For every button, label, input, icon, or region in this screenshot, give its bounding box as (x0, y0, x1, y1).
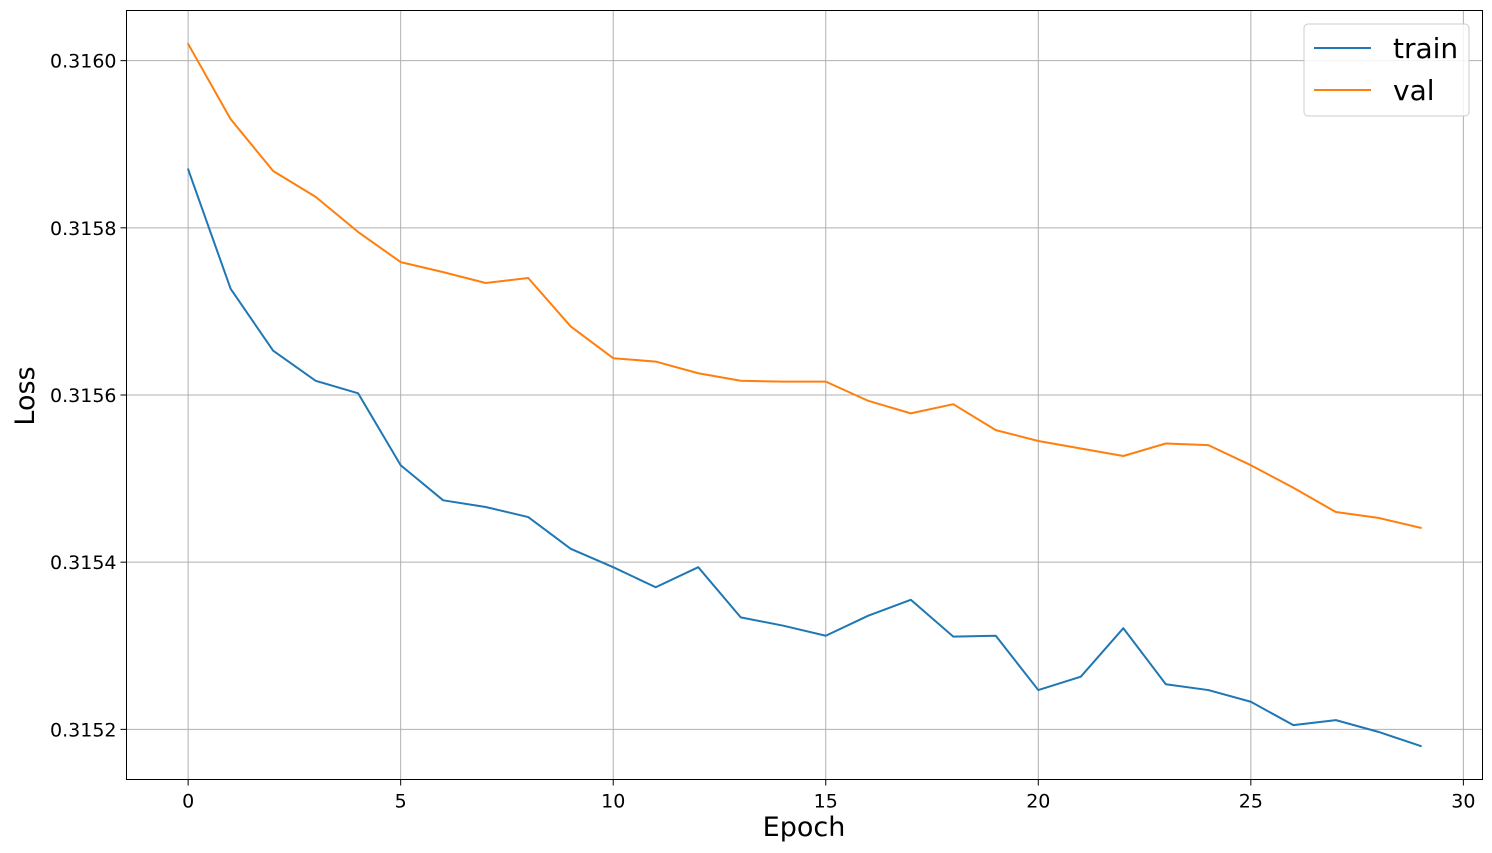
x-tick-label: 20 (1026, 791, 1050, 813)
y-axis-label: Loss (10, 366, 41, 425)
x-tick-label: 10 (601, 791, 625, 813)
series-lines (187, 42, 1422, 748)
legend-label-val: val (1393, 74, 1435, 107)
x-tick-label: 25 (1239, 791, 1263, 813)
grid (126, 10, 1483, 780)
legend: train val (1303, 23, 1470, 117)
axis-ticks: 0 5 10 15 20 25 30 0.3152 0.3154 0.3156 0.3158 0.31… (50, 51, 1475, 813)
legend-label-train: train (1393, 32, 1458, 65)
y-tick-label: 0.3160 (50, 51, 116, 73)
x-axis-label: Epoch (763, 812, 846, 843)
y-tick-label: 0.3158 (50, 218, 116, 240)
y-tick-label: 0.3156 (50, 385, 116, 407)
x-tick-label: 5 (395, 791, 407, 813)
x-tick-label: 15 (814, 791, 838, 813)
x-tick-label: 0 (182, 791, 194, 813)
y-tick-label: 0.3154 (50, 552, 116, 574)
series-line-val (187, 42, 1422, 529)
x-tick-label: 30 (1451, 791, 1475, 813)
series-line-train (187, 168, 1422, 748)
y-tick-label: 0.3152 (50, 719, 116, 741)
